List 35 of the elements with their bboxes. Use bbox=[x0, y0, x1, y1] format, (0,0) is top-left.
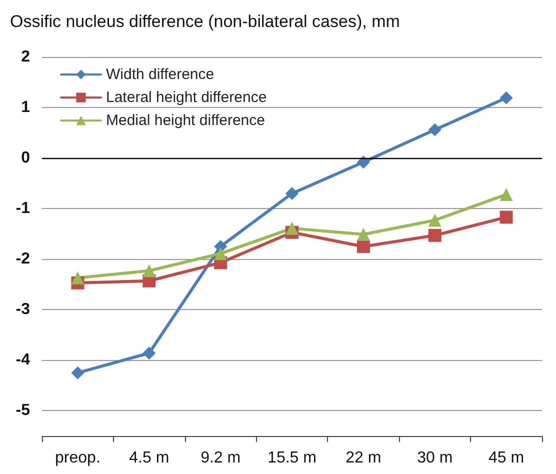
x-tick-label: 4.5 m bbox=[129, 450, 170, 466]
y-tick-label: 2 bbox=[21, 48, 30, 66]
point bbox=[428, 228, 442, 242]
point bbox=[356, 228, 370, 241]
point bbox=[286, 222, 298, 235]
x-tick-label: 9.2 m bbox=[200, 450, 241, 466]
x-tick-label: preop. bbox=[55, 450, 100, 466]
x-tick-label: 30 m bbox=[417, 450, 453, 466]
point bbox=[500, 188, 513, 201]
y-tick-label: -5 bbox=[16, 402, 30, 420]
point bbox=[500, 210, 513, 224]
y-tick-label: -3 bbox=[16, 301, 30, 318]
y-tick-label: -2 bbox=[16, 250, 30, 268]
point bbox=[214, 247, 228, 260]
point bbox=[428, 123, 442, 136]
x-tick-label: 22 m bbox=[346, 450, 382, 466]
point bbox=[356, 156, 370, 169]
y-tick-label: 1 bbox=[21, 99, 30, 116]
point bbox=[356, 240, 370, 253]
point bbox=[71, 271, 84, 284]
legend-label: Width difference bbox=[106, 66, 214, 83]
point bbox=[286, 186, 298, 200]
y-tick-label: 0 bbox=[21, 150, 30, 167]
x-tick-label: 45 m bbox=[488, 450, 524, 466]
point bbox=[142, 346, 156, 360]
point bbox=[428, 214, 442, 227]
point bbox=[500, 91, 513, 104]
y-tick-label: -4 bbox=[16, 352, 30, 369]
chart-title: Ossific nucleus difference (non-bilateral cases), mm bbox=[10, 12, 400, 31]
point bbox=[142, 264, 156, 278]
x-tick-label: 15.5 m bbox=[268, 450, 316, 466]
legend-label: Lateral height difference bbox=[106, 89, 267, 106]
legend-label: Medial height difference bbox=[106, 112, 265, 129]
point bbox=[71, 366, 84, 380]
y-tick-label: -1 bbox=[16, 200, 30, 218]
